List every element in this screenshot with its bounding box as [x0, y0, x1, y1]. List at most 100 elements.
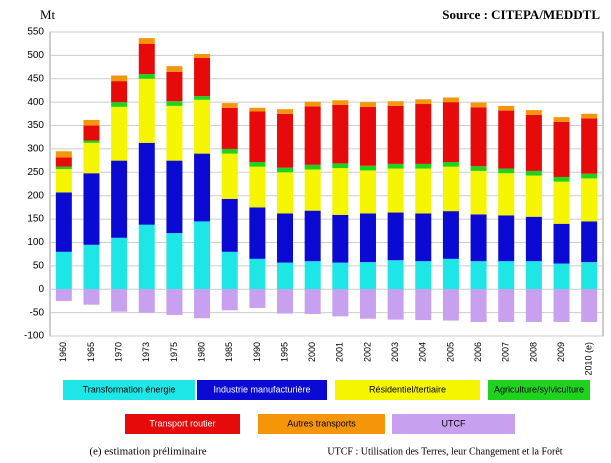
bar-segment — [111, 102, 128, 107]
bar-segment — [249, 289, 266, 308]
bar-segment — [498, 168, 515, 174]
x-tick-label: 1970 — [114, 342, 124, 362]
legend-label: UTCF — [442, 418, 466, 428]
legend-label: Industrie manufacturière — [213, 384, 310, 394]
bar-segment — [415, 99, 432, 105]
bar-segment — [83, 142, 100, 174]
x-tick-label: 1973 — [141, 342, 151, 362]
bar-segment — [581, 113, 598, 119]
y-tick-label: 0 — [38, 284, 44, 295]
bar-segment — [221, 107, 238, 149]
bar-segment — [442, 211, 459, 259]
bar-segment — [415, 104, 432, 164]
bar-segment — [55, 289, 72, 301]
x-tick-label: 2004 — [418, 342, 428, 362]
bar-segment — [581, 118, 598, 174]
bar-segment — [194, 221, 211, 290]
bar-segment — [442, 166, 459, 212]
bar-segment — [194, 53, 211, 58]
bar-segment — [277, 172, 294, 214]
bar-segment — [332, 262, 349, 290]
bar-segment — [55, 251, 72, 290]
bar-segment — [277, 262, 294, 290]
bar-segment — [581, 178, 598, 222]
bar-segment — [111, 75, 128, 82]
bar-segment — [387, 212, 404, 261]
bar-segment — [55, 192, 72, 252]
bar-segment — [470, 170, 487, 215]
bar-segment — [415, 213, 432, 262]
x-tick-label: 2006 — [473, 342, 483, 362]
bar-segment — [249, 166, 266, 208]
unit-label: Mt — [40, 7, 56, 22]
bar-segment — [332, 163, 349, 169]
bar-segment — [194, 289, 211, 319]
bar-segment — [332, 289, 349, 317]
bar-segment — [332, 100, 349, 105]
bar-segment — [359, 106, 376, 166]
bar-segment — [498, 289, 515, 322]
bar-segment — [525, 216, 542, 262]
x-tick-label: 1985 — [224, 342, 234, 362]
bar-segment — [442, 162, 459, 167]
bar-segment — [581, 173, 598, 179]
bar-segment — [138, 43, 155, 75]
bar-segment — [387, 168, 404, 213]
bar-segment — [359, 213, 376, 263]
bar-segment — [249, 111, 266, 163]
x-tick-label: 1960 — [58, 342, 68, 362]
bar-segment — [332, 214, 349, 263]
bar-segment — [249, 107, 266, 112]
source: Source : CITEPA/MEDDTL — [442, 7, 600, 22]
bar-segment — [277, 289, 294, 314]
bar-segment — [304, 101, 321, 107]
bar-segment — [166, 233, 183, 290]
bar-segment — [387, 163, 404, 169]
bar-segment — [387, 101, 404, 106]
bar-segment — [442, 102, 459, 163]
bar-segment — [387, 289, 404, 320]
legend-swatch — [258, 414, 385, 434]
bar-segment — [166, 66, 183, 72]
bar-segment — [525, 289, 542, 322]
bar-segment — [332, 104, 349, 164]
bar-segment — [525, 261, 542, 290]
bar-segment — [581, 221, 598, 263]
bar-segment — [138, 74, 155, 79]
bar-segment — [221, 251, 238, 290]
bar-segment — [221, 103, 238, 108]
bar-segment — [277, 167, 294, 173]
bar-segment — [249, 207, 266, 259]
legend-swatch — [335, 380, 480, 400]
bar-segment — [83, 244, 100, 290]
bar-segment — [304, 106, 321, 165]
bar-segment — [553, 181, 570, 224]
x-tick-label: 1975 — [169, 342, 179, 362]
bar-segment — [138, 38, 155, 44]
y-tick-label: 50 — [33, 260, 45, 271]
x-tick-label: 2010 (e) — [584, 342, 594, 376]
bar-segment — [387, 105, 404, 164]
y-tick-label: 250 — [27, 167, 44, 178]
bar-segment — [525, 110, 542, 115]
x-tick-label: 2008 — [528, 342, 538, 362]
bar-segment — [498, 173, 515, 216]
y-tick-label: 200 — [27, 190, 44, 201]
bar-segment — [221, 148, 238, 154]
y-tick-label: 100 — [27, 237, 44, 248]
bar-segment — [55, 151, 72, 158]
bar-segment — [249, 162, 266, 167]
bar-segment — [83, 173, 100, 245]
note: UTCF : Utilisation des Terres, leur Chan… — [327, 446, 562, 457]
bar-segment — [111, 237, 128, 290]
bar-segment — [277, 213, 294, 263]
x-tick-label: 2005 — [445, 342, 455, 362]
bar-segment — [83, 119, 100, 126]
bar-segment — [249, 258, 266, 290]
y-tick-label: 400 — [27, 97, 44, 108]
bar-segment — [138, 224, 155, 290]
bar-segment — [525, 170, 542, 176]
bar-segment — [166, 71, 183, 102]
x-tick-label: 1965 — [86, 342, 96, 362]
legend-label: Autres transports — [287, 418, 356, 428]
